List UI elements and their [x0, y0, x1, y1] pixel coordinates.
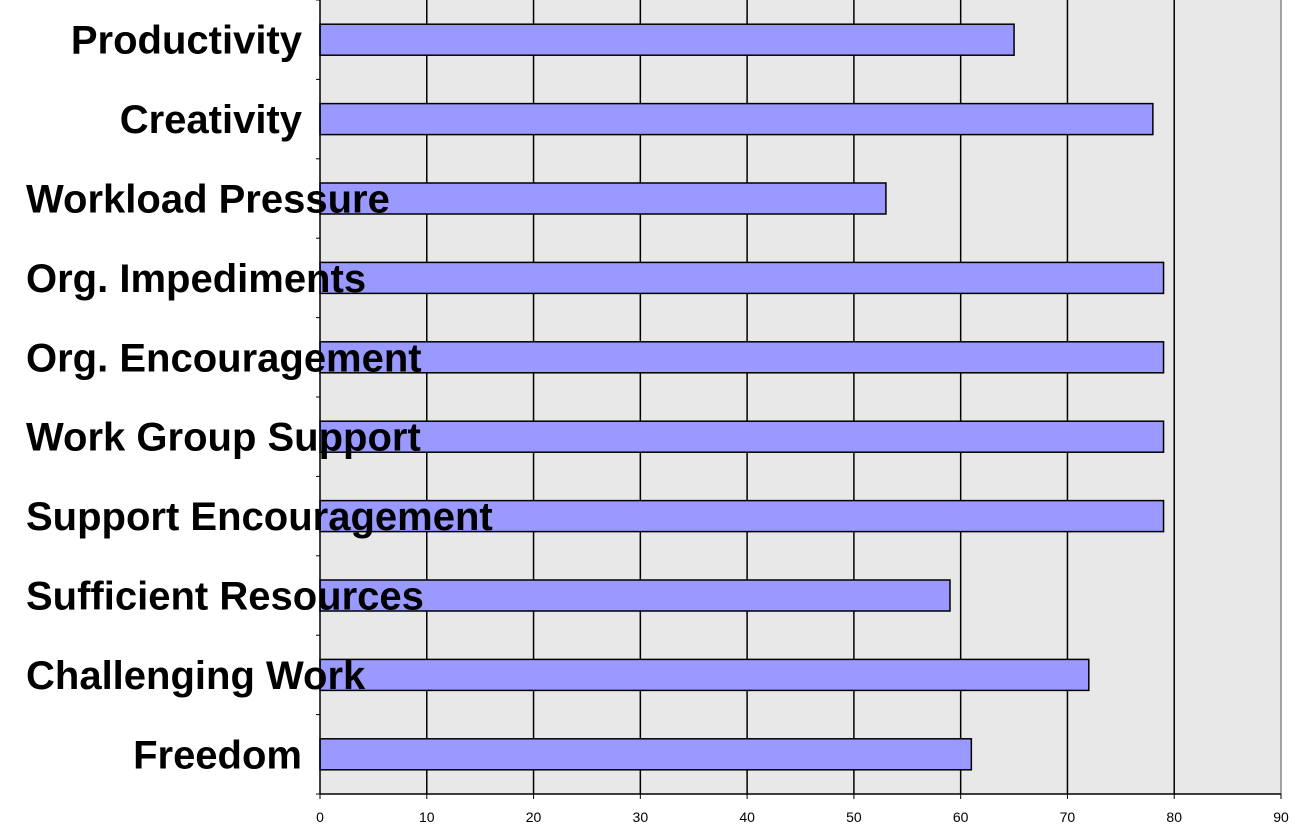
- category-label: Freedom: [133, 733, 302, 777]
- category-label: Challenging Work: [26, 654, 366, 698]
- x-tick-label: 40: [739, 809, 755, 825]
- bar: [319, 261, 1165, 295]
- x-tick-label: 20: [526, 809, 542, 825]
- bar: [319, 341, 1165, 374]
- bars: [319, 23, 1165, 771]
- x-tick-label: 50: [846, 809, 862, 825]
- bar: [319, 420, 1165, 453]
- category-label: Productivity: [71, 19, 303, 63]
- bar: [319, 23, 1015, 56]
- bar: [319, 182, 887, 215]
- category-label: Support Encouragement: [26, 495, 493, 539]
- x-tick-label: 70: [1060, 809, 1076, 825]
- bar: [319, 579, 951, 612]
- axes: [316, 0, 1282, 799]
- x-tick-labels: 0 10 20 30 40 50 60 70 80 90: [316, 809, 1289, 825]
- x-tick-label: 30: [633, 809, 649, 825]
- bar: [319, 102, 1154, 136]
- bar: [319, 658, 1090, 692]
- x-tick-label: 10: [419, 809, 435, 825]
- bar: [319, 738, 973, 771]
- category-label: Work Group Support: [26, 416, 421, 460]
- category-labels: Productivity Creativity Workload Pressure O…: [26, 19, 493, 778]
- category-label: Sufficient Resources: [26, 575, 424, 619]
- category-label: Creativity: [120, 98, 303, 142]
- x-tick-label: 90: [1273, 809, 1289, 825]
- category-label: Workload Pressure: [26, 178, 390, 222]
- category-label: Org. Impediments: [26, 257, 366, 301]
- x-tick-label: 80: [1166, 809, 1182, 825]
- category-label: Org. Encouragement: [26, 336, 422, 380]
- x-tick-label: 60: [953, 809, 969, 825]
- x-tick-label: 0: [316, 809, 324, 825]
